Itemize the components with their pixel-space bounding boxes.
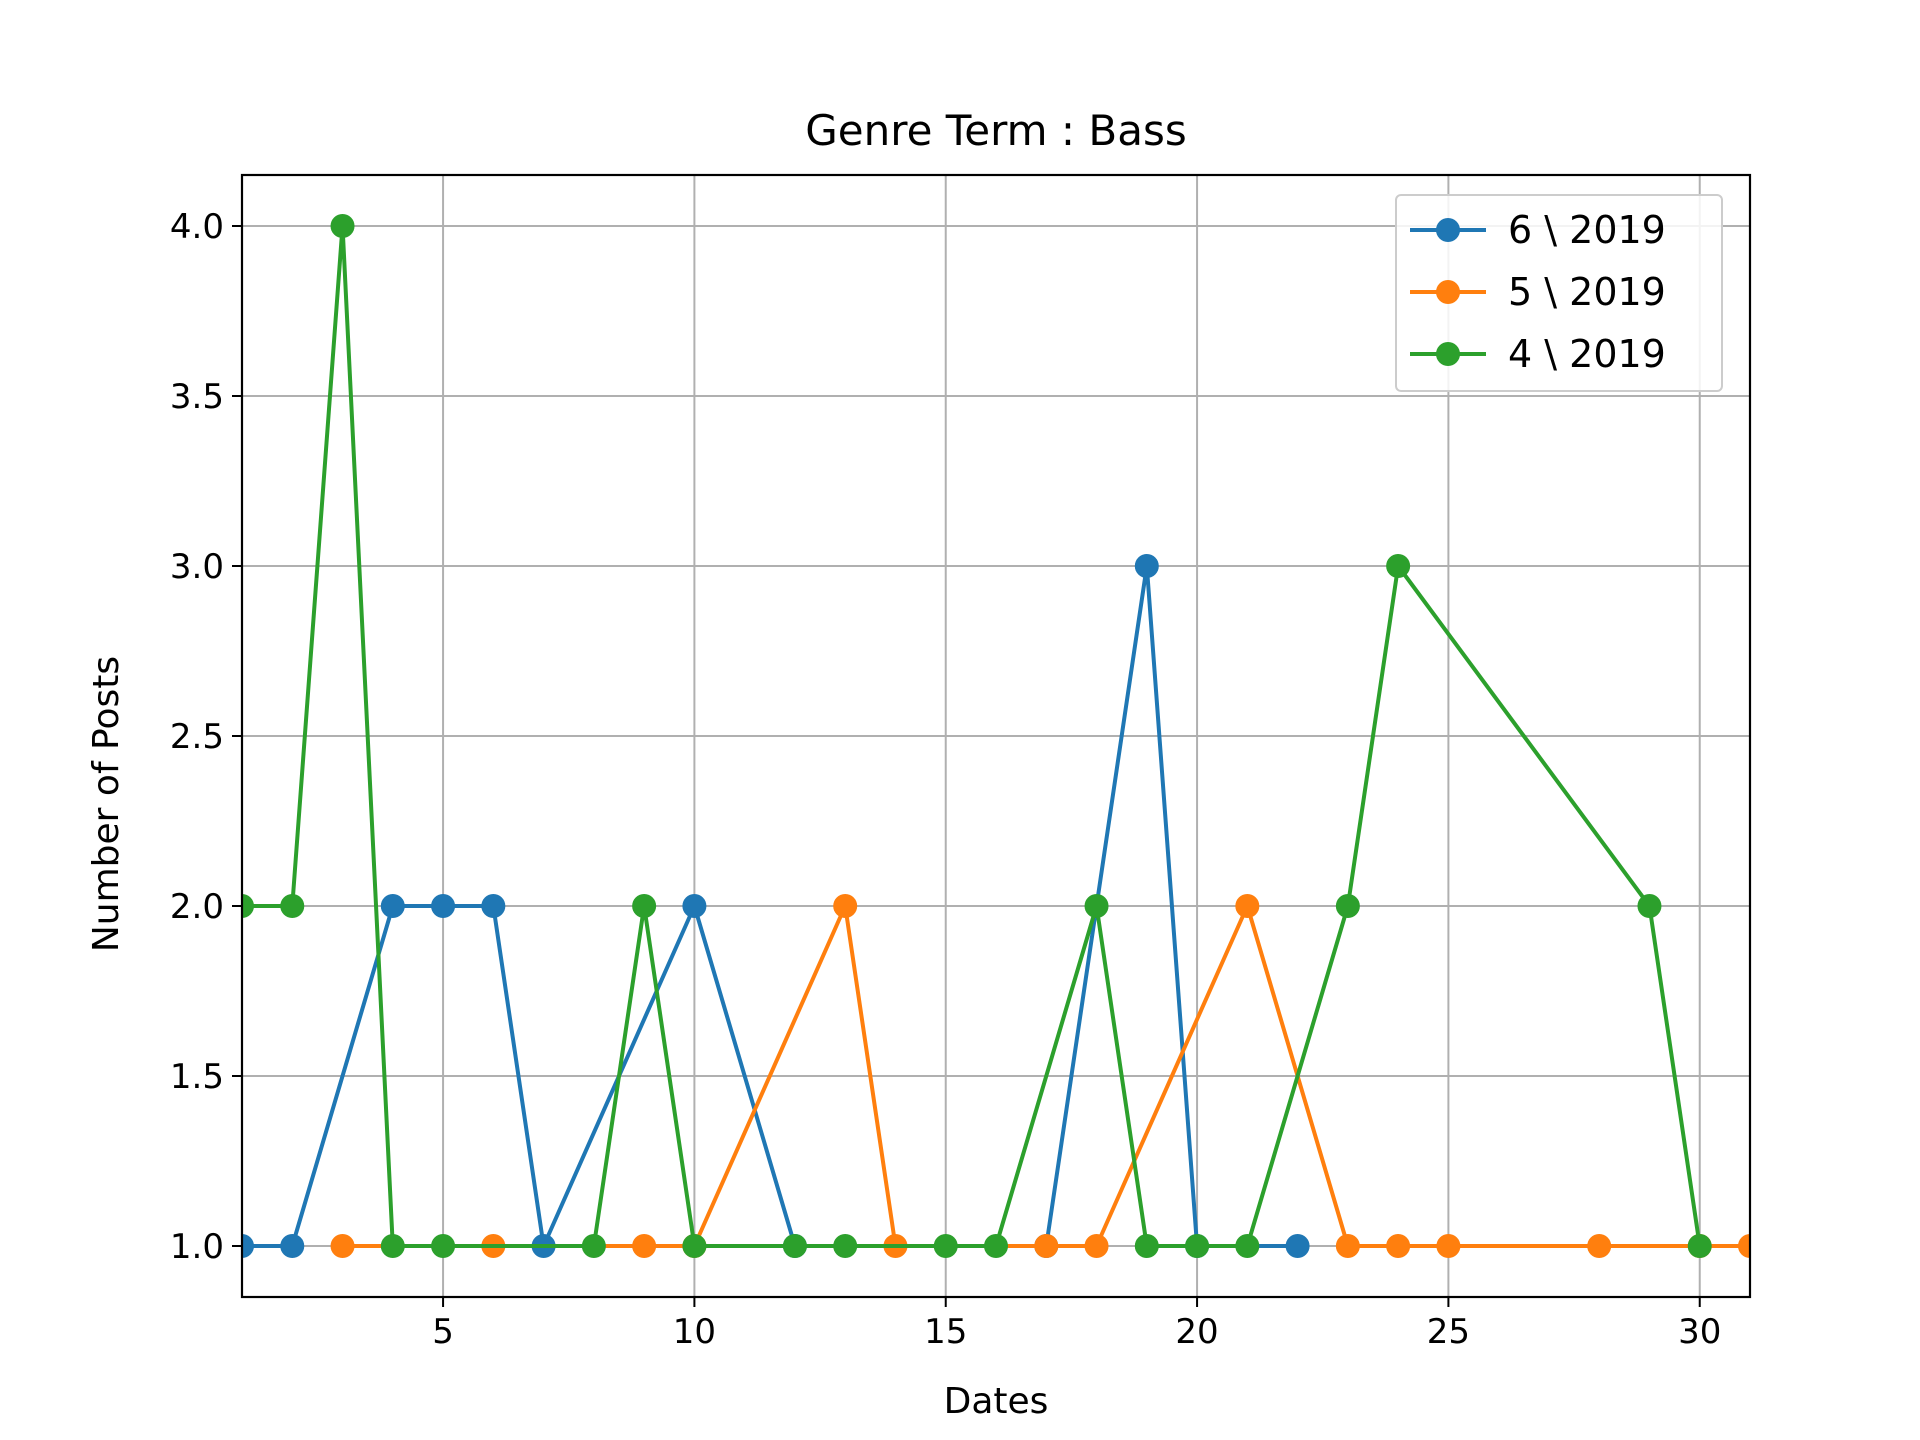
data-point bbox=[581, 1234, 606, 1258]
data-point bbox=[242, 894, 254, 918]
data-point bbox=[782, 1234, 807, 1258]
legend-entry: 5 \ 2019 bbox=[1410, 270, 1666, 314]
x-tick-label: 5 bbox=[432, 1312, 454, 1352]
data-point bbox=[1134, 554, 1159, 578]
data-point bbox=[1335, 894, 1360, 918]
legend-label: 5 \ 2019 bbox=[1508, 270, 1666, 314]
data-point bbox=[380, 1234, 405, 1258]
data-point bbox=[1386, 1234, 1411, 1258]
data-point bbox=[330, 1234, 355, 1258]
x-tick-label: 25 bbox=[1427, 1312, 1470, 1352]
data-point bbox=[682, 894, 707, 918]
data-point bbox=[1235, 1234, 1260, 1258]
data-point bbox=[1285, 1234, 1310, 1258]
data-point bbox=[1084, 1234, 1109, 1258]
data-point bbox=[380, 894, 405, 918]
data-point bbox=[1084, 894, 1109, 918]
data-point bbox=[1637, 894, 1662, 918]
x-tick-label: 10 bbox=[673, 1312, 716, 1352]
series-3 bbox=[242, 214, 1712, 1258]
data-point bbox=[1436, 1234, 1461, 1258]
data-point bbox=[1034, 1234, 1059, 1258]
legend-label: 4 \ 2019 bbox=[1508, 332, 1666, 376]
x-tick-label: 20 bbox=[1175, 1312, 1218, 1352]
data-point bbox=[280, 894, 305, 918]
y-axis-label: Number of Posts bbox=[86, 656, 127, 952]
data-point bbox=[1235, 894, 1260, 918]
data-point bbox=[431, 894, 456, 918]
legend-entry: 4 \ 2019 bbox=[1410, 332, 1666, 376]
legend-marker bbox=[1436, 342, 1460, 366]
legend: 6 \ 2019 5 \ 2019 4 \ 2019 bbox=[1395, 194, 1723, 392]
legend-label: 6 \ 2019 bbox=[1508, 208, 1666, 252]
data-point bbox=[1134, 1234, 1159, 1258]
data-point bbox=[1587, 1234, 1612, 1258]
y-tick-label: 4.0 bbox=[170, 207, 224, 247]
legend-marker bbox=[1436, 280, 1460, 304]
data-point bbox=[833, 1234, 858, 1258]
data-point bbox=[933, 1234, 958, 1258]
data-point bbox=[330, 214, 355, 238]
data-point bbox=[1738, 1234, 1750, 1258]
ticks: 5 10 15 20 25 30 1.0 1.5 2.0 2.5 3.0 3.5 4.0 bbox=[170, 207, 1721, 1352]
y-tick-label: 1.0 bbox=[170, 1227, 224, 1267]
legend-marker bbox=[1436, 218, 1460, 242]
x-axis-label: Dates bbox=[944, 1381, 1049, 1422]
y-tick-label: 3.5 bbox=[170, 377, 224, 417]
chart-title: Genre Term : Bass bbox=[805, 106, 1187, 155]
y-tick-label: 3.0 bbox=[170, 547, 224, 587]
data-point bbox=[984, 1234, 1008, 1258]
data-point bbox=[431, 1234, 456, 1258]
series-group bbox=[242, 214, 1750, 1258]
data-point bbox=[632, 894, 657, 918]
data-point bbox=[1335, 1234, 1360, 1258]
data-point bbox=[280, 1234, 305, 1258]
legend-entry: 6 \ 2019 bbox=[1410, 208, 1666, 252]
x-tick-label: 15 bbox=[924, 1312, 967, 1352]
data-point bbox=[481, 894, 506, 918]
data-point bbox=[632, 1234, 657, 1258]
data-point bbox=[833, 894, 858, 918]
legend-box bbox=[1395, 194, 1723, 392]
data-point bbox=[682, 1234, 707, 1258]
y-tick-label: 2.5 bbox=[170, 717, 224, 757]
x-tick-label: 30 bbox=[1678, 1312, 1721, 1352]
y-tick-label: 2.0 bbox=[170, 887, 224, 927]
data-point bbox=[1687, 1234, 1712, 1258]
data-point bbox=[1386, 554, 1411, 578]
y-tick-label: 1.5 bbox=[170, 1057, 224, 1097]
data-point bbox=[242, 1234, 254, 1258]
data-point bbox=[1185, 1234, 1210, 1258]
